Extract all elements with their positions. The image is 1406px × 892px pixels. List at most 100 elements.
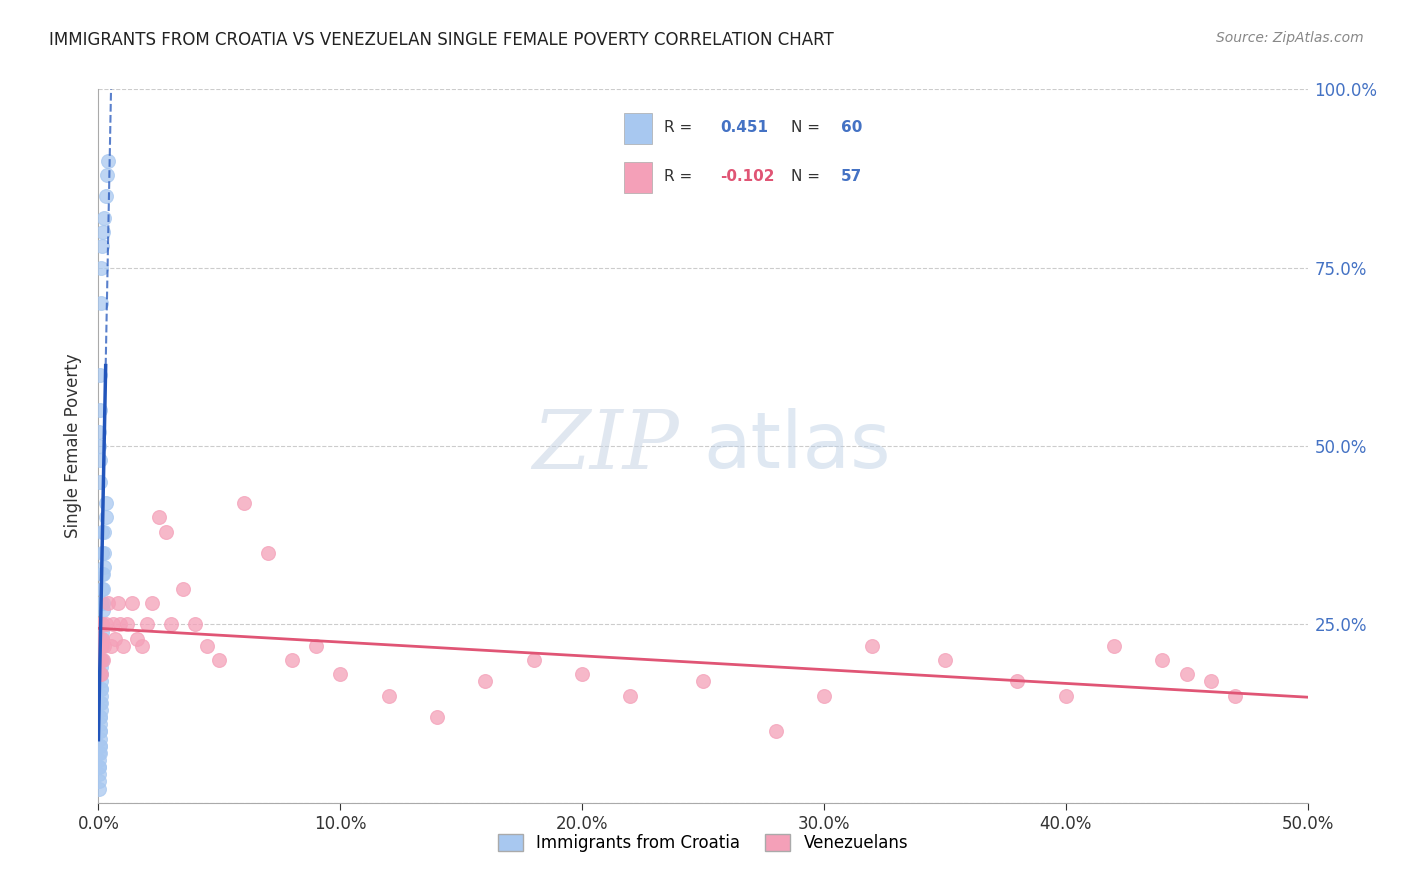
Point [89, 475, 111, 489]
Point [90, 681, 112, 696]
Point [127, 632, 149, 646]
Point [93, 560, 115, 574]
Point [89, 724, 111, 739]
Point [89, 760, 111, 774]
Point [89, 653, 111, 667]
Point [89, 760, 111, 774]
Point [90, 653, 112, 667]
Point [232, 496, 254, 510]
Point [256, 546, 278, 560]
Point [135, 617, 157, 632]
Point [90, 696, 112, 710]
Point [90, 617, 112, 632]
Point [117, 617, 139, 632]
Point [91, 617, 114, 632]
Point [91, 239, 114, 253]
Point [90, 660, 112, 674]
Point [90, 674, 112, 689]
Point [765, 724, 787, 739]
Point [934, 653, 956, 667]
Point [89, 425, 111, 439]
Point [89, 753, 111, 767]
Point [111, 639, 134, 653]
Point [1223, 689, 1246, 703]
Point [89, 739, 111, 753]
Point [89, 710, 111, 724]
Point [90, 653, 112, 667]
Text: N =: N = [792, 169, 820, 185]
Point [91, 603, 114, 617]
Point [89, 739, 111, 753]
Point [90, 567, 112, 582]
Point [90, 639, 112, 653]
Point [96, 168, 118, 182]
Point [148, 510, 170, 524]
Point [90, 260, 112, 275]
Point [89, 639, 111, 653]
Text: IMMIGRANTS FROM CROATIA VS VENEZUELAN SINGLE FEMALE POVERTY CORRELATION CHART: IMMIGRANTS FROM CROATIA VS VENEZUELAN SI… [49, 31, 834, 49]
Point [89, 724, 111, 739]
Point [93, 546, 115, 560]
Point [377, 689, 399, 703]
Point [104, 632, 127, 646]
Point [813, 689, 835, 703]
Point [90, 639, 112, 653]
Text: R =: R = [664, 120, 692, 136]
Text: -0.102: -0.102 [720, 169, 775, 185]
Text: atlas: atlas [703, 408, 890, 484]
Point [89, 710, 111, 724]
Point [1175, 667, 1198, 681]
Text: N =: N = [792, 120, 820, 136]
Point [89, 781, 111, 796]
Point [89, 403, 111, 417]
Point [1199, 674, 1222, 689]
Point [94, 189, 117, 203]
Point [172, 582, 194, 596]
Point [305, 639, 328, 653]
Point [90, 653, 112, 667]
Point [90, 681, 112, 696]
Point [89, 731, 111, 746]
Point [89, 453, 111, 467]
Point [91, 567, 114, 582]
Point [89, 774, 111, 789]
Point [90, 596, 112, 610]
Point [91, 624, 114, 639]
Point [91, 582, 114, 596]
Point [160, 617, 183, 632]
Point [91, 596, 114, 610]
Text: R =: R = [664, 169, 692, 185]
Point [619, 689, 641, 703]
Legend: Immigrants from Croatia, Venezuelans: Immigrants from Croatia, Venezuelans [491, 827, 915, 859]
Point [89, 639, 111, 653]
Point [90, 689, 112, 703]
Point [100, 639, 122, 653]
Point [89, 632, 111, 646]
Point [94, 496, 117, 510]
Point [571, 667, 593, 681]
Point [89, 767, 111, 781]
Point [89, 368, 111, 382]
Point [108, 617, 131, 632]
Text: 0.451: 0.451 [720, 120, 768, 136]
Point [1102, 639, 1125, 653]
Point [107, 596, 129, 610]
Point [281, 653, 304, 667]
Point [89, 667, 111, 681]
Point [1007, 674, 1029, 689]
Point [90, 582, 112, 596]
Text: 60: 60 [841, 120, 862, 136]
Text: Source: ZipAtlas.com: Source: ZipAtlas.com [1216, 31, 1364, 45]
Point [90, 703, 112, 717]
Point [90, 639, 112, 653]
Y-axis label: Single Female Poverty: Single Female Poverty [65, 354, 83, 538]
Point [91, 225, 114, 239]
Point [91, 632, 114, 646]
FancyBboxPatch shape [624, 113, 652, 144]
Point [89, 696, 111, 710]
Point [523, 653, 546, 667]
Point [89, 617, 111, 632]
Point [121, 596, 143, 610]
Point [94, 510, 117, 524]
Point [208, 653, 231, 667]
